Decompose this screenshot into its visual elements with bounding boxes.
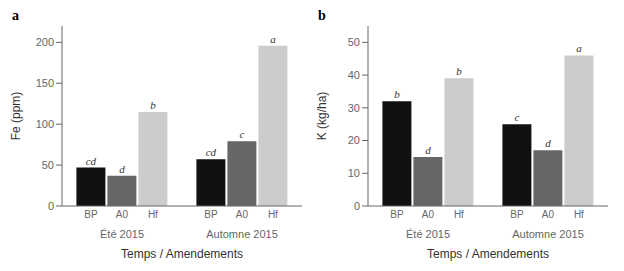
svg-text:Hf: Hf	[454, 209, 464, 220]
svg-text:10: 10	[348, 167, 360, 179]
svg-text:BP: BP	[84, 209, 98, 220]
svg-text:Temps / Amendements: Temps / Amendements	[121, 247, 243, 261]
svg-text:0: 0	[354, 200, 360, 212]
svg-text:A0: A0	[236, 209, 249, 220]
svg-text:40: 40	[348, 69, 360, 81]
svg-text:A0: A0	[542, 209, 555, 220]
svg-text:b: b	[150, 99, 156, 111]
svg-text:a: a	[270, 33, 276, 45]
svg-text:200: 200	[36, 36, 54, 48]
svg-text:d: d	[119, 163, 125, 175]
svg-text:c: c	[239, 128, 244, 140]
svg-text:c: c	[514, 111, 519, 123]
svg-text:0: 0	[48, 200, 54, 212]
svg-text:Temps / Amendements: Temps / Amendements	[427, 247, 549, 261]
html-text:a: a	[12, 8, 19, 23]
svg-text:30: 30	[348, 102, 360, 114]
svg-text:20: 20	[348, 134, 360, 146]
svg-text:150: 150	[36, 77, 54, 89]
svg-text:BP: BP	[390, 209, 404, 220]
svg-text:A0: A0	[116, 209, 129, 220]
svg-text:Automne 2015: Automne 2015	[206, 228, 278, 240]
svg-text:50: 50	[348, 36, 360, 48]
svg-text:Hf: Hf	[148, 209, 158, 220]
svg-text:Automne 2015: Automne 2015	[512, 228, 584, 240]
svg-text:K (kg/ha): K (kg/ha)	[315, 92, 329, 141]
svg-text:Été 2015: Été 2015	[100, 228, 144, 240]
svg-text:BP: BP	[204, 209, 218, 220]
svg-text:Hf: Hf	[268, 209, 278, 220]
svg-text:d: d	[425, 144, 431, 156]
html-text:b: b	[318, 8, 326, 23]
svg-text:b: b	[456, 65, 462, 77]
svg-text:BP: BP	[510, 209, 524, 220]
svg-text:a: a	[576, 42, 582, 54]
svg-text:100: 100	[36, 118, 54, 130]
svg-text:b: b	[394, 88, 400, 100]
svg-text:A0: A0	[422, 209, 435, 220]
svg-text:50: 50	[42, 159, 54, 171]
svg-text:Hf: Hf	[574, 209, 584, 220]
svg-text:Fe (ppm): Fe (ppm)	[9, 92, 23, 141]
svg-text:cd: cd	[86, 155, 97, 167]
svg-text:cd: cd	[206, 146, 217, 158]
svg-text:Été 2015: Été 2015	[406, 228, 450, 240]
svg-text:d: d	[545, 137, 551, 149]
